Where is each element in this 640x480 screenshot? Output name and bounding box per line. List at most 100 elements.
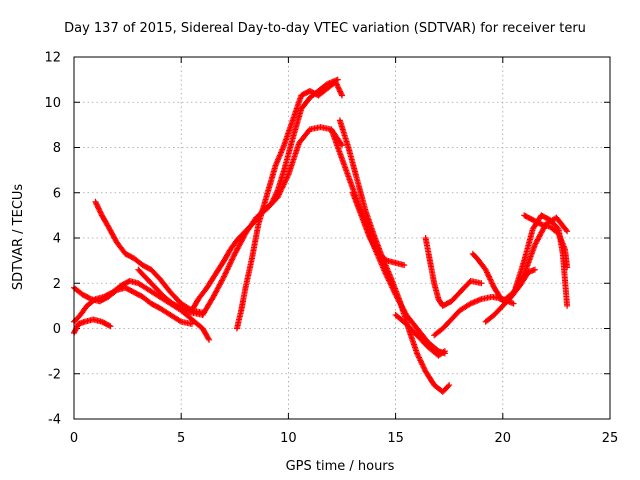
- data-point: [489, 280, 496, 287]
- data-point: [564, 228, 571, 235]
- data-point: [486, 275, 493, 282]
- data-point: [335, 85, 342, 92]
- data-point: [95, 205, 102, 212]
- y-axis-label: SDTVAR / TECUs: [11, 184, 26, 291]
- y-tick-label: 8: [53, 141, 61, 156]
- data-point: [487, 276, 494, 283]
- data-point: [421, 365, 428, 372]
- data-point: [188, 320, 195, 327]
- chart-title: Day 137 of 2015, Sidereal Day-to-day VTE…: [64, 21, 586, 36]
- series-4: [71, 284, 195, 327]
- series-layer: [71, 76, 571, 395]
- data-point: [176, 317, 183, 324]
- data-point: [485, 273, 492, 280]
- data-point: [482, 266, 489, 273]
- data-point: [107, 323, 114, 330]
- x-tick-label: 25: [602, 431, 619, 446]
- data-point: [485, 272, 492, 279]
- y-tick-label: 4: [53, 232, 61, 247]
- data-point: [94, 202, 101, 209]
- data-point: [382, 256, 389, 263]
- data-point: [416, 355, 423, 362]
- data-point: [483, 269, 490, 276]
- series-9: [328, 126, 448, 357]
- data-point: [338, 91, 345, 98]
- data-point: [417, 357, 424, 364]
- data-point: [419, 362, 426, 369]
- data-point: [563, 226, 570, 233]
- data-point: [92, 198, 99, 205]
- data-point: [337, 88, 344, 95]
- data-point: [484, 270, 491, 277]
- data-point: [441, 348, 448, 355]
- x-tick-label: 0: [70, 431, 78, 446]
- data-point: [489, 281, 496, 288]
- data-point: [339, 92, 345, 99]
- data-point: [414, 350, 421, 357]
- data-point: [445, 383, 452, 390]
- x-tick-label: 20: [495, 431, 512, 446]
- y-tick-label: 10: [44, 96, 61, 111]
- data-point: [333, 81, 340, 88]
- series-5: [135, 266, 206, 318]
- data-point: [401, 262, 408, 269]
- data-point: [487, 277, 494, 284]
- y-tick-label: 2: [53, 277, 61, 292]
- data-point: [419, 361, 426, 368]
- data-point: [483, 268, 490, 275]
- data-point: [337, 89, 344, 96]
- data-point: [416, 354, 423, 361]
- series-7: [199, 124, 345, 318]
- y-tick-label: -4: [48, 413, 61, 428]
- data-point: [531, 266, 538, 273]
- y-tick-label: 0: [53, 322, 61, 337]
- y-tick-label: -2: [48, 367, 61, 382]
- data-point: [537, 220, 544, 227]
- data-point: [440, 349, 447, 356]
- series-11: [349, 189, 408, 269]
- data-point: [564, 302, 571, 309]
- data-point: [98, 211, 105, 218]
- x-tick-label: 10: [280, 431, 297, 446]
- data-point: [336, 87, 343, 94]
- data-point: [86, 295, 93, 302]
- data-point: [332, 78, 339, 85]
- data-point: [93, 200, 100, 207]
- data-point: [93, 201, 100, 208]
- series-6: [188, 76, 341, 314]
- series-3: [71, 316, 114, 337]
- data-point: [334, 82, 341, 89]
- plot-border: [73, 56, 611, 420]
- series-18: [521, 212, 571, 271]
- series-12: [392, 311, 448, 359]
- data-point: [220, 274, 227, 281]
- data-point: [564, 264, 571, 271]
- data-point: [415, 353, 422, 360]
- axis-ticks: 0 5 10 15 20 25 -4 -2 0 2 4 6 8 10 12: [44, 51, 618, 447]
- data-point: [417, 358, 424, 365]
- x-axis-label: GPS time / hours: [286, 459, 395, 474]
- data-point: [414, 351, 421, 358]
- data-point: [205, 335, 212, 342]
- y-tick-label: 6: [53, 186, 61, 201]
- data-point: [96, 206, 103, 213]
- x-tick-label: 15: [387, 431, 404, 446]
- data-point: [418, 360, 425, 367]
- data-point: [97, 209, 104, 216]
- series-8: [233, 78, 345, 332]
- data-point: [112, 288, 119, 295]
- data-point: [95, 204, 102, 211]
- data-point: [488, 279, 495, 286]
- data-point: [478, 280, 485, 287]
- data-point: [206, 336, 213, 343]
- data-point: [335, 84, 342, 91]
- data-point: [510, 300, 517, 307]
- y-tick-label: 12: [44, 51, 61, 66]
- series-13: [422, 235, 485, 309]
- data-point: [420, 364, 427, 371]
- data-point: [96, 208, 103, 215]
- data-point: [333, 80, 340, 87]
- series-16: [482, 266, 538, 325]
- data-point: [106, 322, 113, 329]
